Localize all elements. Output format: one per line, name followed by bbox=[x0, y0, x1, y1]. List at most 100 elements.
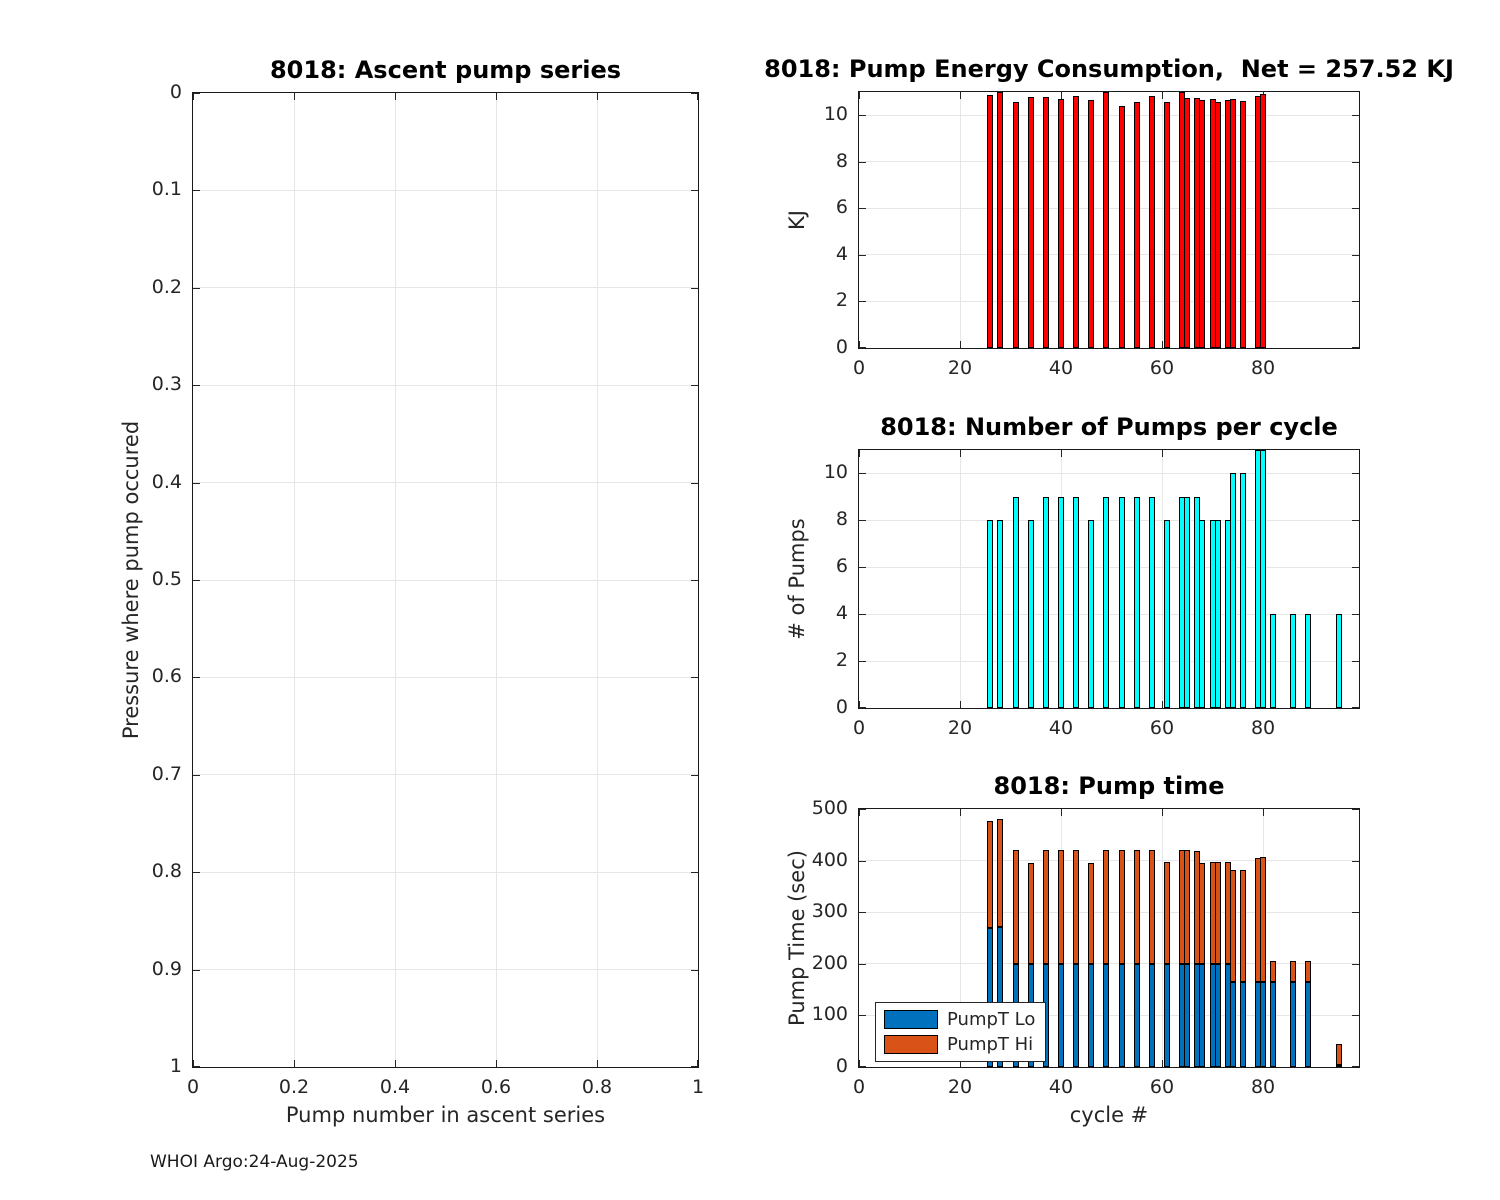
y-tick-label: 0.8 bbox=[151, 860, 182, 883]
y-tick-mark-right bbox=[1352, 161, 1359, 163]
y-tick-label: 0.5 bbox=[151, 568, 182, 590]
stacked-bar-cycle-89 bbox=[1305, 961, 1312, 1067]
bar-cycle-46 bbox=[1088, 520, 1095, 708]
bar-segment-pumpt-hi bbox=[1042, 850, 1049, 964]
bar-cycle-95 bbox=[1335, 614, 1342, 708]
bar-segment-pumpt-hi bbox=[1058, 850, 1065, 964]
bar-segment-pumpt-lo bbox=[1073, 964, 1080, 1067]
stacked-bar-cycle-82 bbox=[1270, 961, 1277, 1067]
y-tick-label: 0.1 bbox=[151, 178, 182, 201]
y-tick-label: 4 bbox=[835, 242, 848, 265]
bar-segment-pumpt-hi bbox=[987, 821, 994, 928]
y-tick-mark bbox=[859, 347, 866, 348]
x-tick-label: 80 bbox=[1250, 717, 1276, 739]
bar-cycle-31 bbox=[1012, 497, 1019, 708]
y-tick-mark bbox=[859, 301, 866, 303]
bar-segment-pumpt-lo bbox=[1290, 982, 1297, 1067]
y-tick-mark bbox=[193, 969, 200, 971]
bar-segment-pumpt-lo bbox=[1214, 964, 1221, 1067]
bar-segment-pumpt-hi bbox=[1103, 850, 1110, 964]
x-tick-label: 0.4 bbox=[379, 1076, 411, 1098]
bar-segment-pumpt-lo bbox=[1270, 982, 1277, 1067]
bar-cycle-52 bbox=[1118, 497, 1125, 708]
stacked-bar-cycle-95 bbox=[1335, 1044, 1342, 1067]
stacked-bar-cycle-74 bbox=[1229, 870, 1236, 1067]
bar-cycle-68 bbox=[1199, 100, 1206, 348]
y-tick-mark-right bbox=[1352, 707, 1359, 708]
x-tick-mark-top bbox=[1061, 450, 1063, 457]
x-tick-label: 80 bbox=[1250, 357, 1276, 379]
gridline-horizontal bbox=[193, 189, 698, 191]
bar-segment-pumpt-lo bbox=[1199, 964, 1206, 1067]
x-tick-mark-top bbox=[1162, 450, 1164, 457]
x-tick-mark bbox=[859, 701, 860, 708]
bar-cycle-26 bbox=[987, 520, 994, 708]
legend-box: PumpT Lo PumpT Hi bbox=[875, 1002, 1047, 1062]
x-tick-mark bbox=[395, 1060, 396, 1067]
y-axis-label-pump-time: Pump Time (sec) bbox=[785, 850, 809, 1026]
bar-segment-pumpt-lo bbox=[1239, 982, 1246, 1067]
y-tick-mark bbox=[859, 963, 866, 965]
y-tick-mark-right bbox=[1352, 520, 1359, 522]
bar-cycle-74 bbox=[1229, 99, 1236, 348]
y-tick-mark bbox=[859, 520, 866, 522]
y-tick-label: 0.6 bbox=[151, 665, 182, 688]
x-tick-mark-top bbox=[395, 93, 396, 100]
stacked-bar-cycle-43 bbox=[1073, 850, 1080, 1067]
x-tick-mark-top bbox=[294, 93, 295, 100]
bar-segment-pumpt-lo bbox=[1164, 964, 1171, 1067]
bar-segment-pumpt-lo bbox=[1088, 964, 1095, 1067]
y-tick-mark bbox=[193, 580, 200, 581]
x-tick-mark-top bbox=[960, 92, 961, 99]
x-tick-label: 0.8 bbox=[581, 1076, 613, 1098]
bar-segment-pumpt-hi bbox=[1239, 870, 1246, 982]
bar-segment-pumpt-lo bbox=[1260, 982, 1267, 1067]
bar-cycle-80 bbox=[1260, 94, 1267, 348]
x-tick-mark bbox=[193, 1060, 194, 1067]
bar-segment-pumpt-hi bbox=[1335, 1044, 1342, 1065]
bar-segment-pumpt-lo bbox=[1058, 964, 1065, 1067]
y-tick-mark-right bbox=[1352, 809, 1359, 810]
bar-segment-pumpt-hi bbox=[1199, 863, 1206, 964]
bar-cycle-71 bbox=[1214, 102, 1221, 348]
y-tick-mark-right bbox=[691, 872, 698, 874]
ascent-pump-series-plot: 8018: Ascent pump series Pressure where … bbox=[119, 56, 704, 1127]
y-tick-mark-right bbox=[691, 482, 698, 484]
bar-cycle-65 bbox=[1184, 98, 1191, 348]
stacked-bar-cycle-49 bbox=[1103, 850, 1110, 1067]
x-tick-label: 0.6 bbox=[480, 1076, 512, 1098]
x-tick-mark-top bbox=[496, 93, 497, 100]
x-tick-mark bbox=[597, 1060, 598, 1067]
y-tick-mark bbox=[193, 1066, 200, 1067]
gridline-vertical bbox=[959, 450, 961, 708]
x-tick-mark-top bbox=[960, 450, 961, 457]
stacked-bar-cycle-28 bbox=[997, 819, 1004, 1067]
y-tick-mark-right bbox=[691, 385, 698, 387]
y-tick-mark bbox=[193, 872, 200, 874]
stacked-bar-cycle-55 bbox=[1133, 850, 1140, 1067]
bar-segment-pumpt-hi bbox=[1229, 870, 1236, 982]
bar-cycle-76 bbox=[1239, 101, 1246, 348]
bar-segment-pumpt-hi bbox=[1088, 863, 1095, 964]
x-tick-mark bbox=[960, 1060, 961, 1067]
bar-cycle-71 bbox=[1214, 520, 1221, 708]
bar-cycle-55 bbox=[1133, 102, 1140, 348]
y-tick-mark bbox=[859, 567, 866, 569]
x-tick-label: 60 bbox=[1149, 1076, 1175, 1098]
y-tick-mark-right bbox=[1352, 1066, 1359, 1067]
bar-cycle-76 bbox=[1239, 473, 1246, 708]
y-tick-mark bbox=[859, 661, 866, 663]
bar-cycle-26 bbox=[987, 95, 994, 348]
gridline-vertical bbox=[1161, 809, 1163, 1067]
bar-segment-pumpt-hi bbox=[1012, 850, 1019, 964]
x-tick-mark-top bbox=[1162, 809, 1164, 816]
y-tick-mark bbox=[859, 1015, 866, 1017]
y-tick-mark bbox=[859, 254, 866, 256]
bar-cycle-43 bbox=[1073, 497, 1080, 708]
y-tick-mark-right bbox=[1352, 208, 1359, 210]
stacked-bar-cycle-52 bbox=[1118, 850, 1125, 1067]
stacked-bar-cycle-71 bbox=[1214, 862, 1221, 1067]
x-tick-label: 80 bbox=[1250, 1076, 1276, 1098]
bar-cycle-52 bbox=[1118, 106, 1125, 348]
legend-item-pumpt-lo: PumpT Lo bbox=[884, 1009, 1035, 1030]
